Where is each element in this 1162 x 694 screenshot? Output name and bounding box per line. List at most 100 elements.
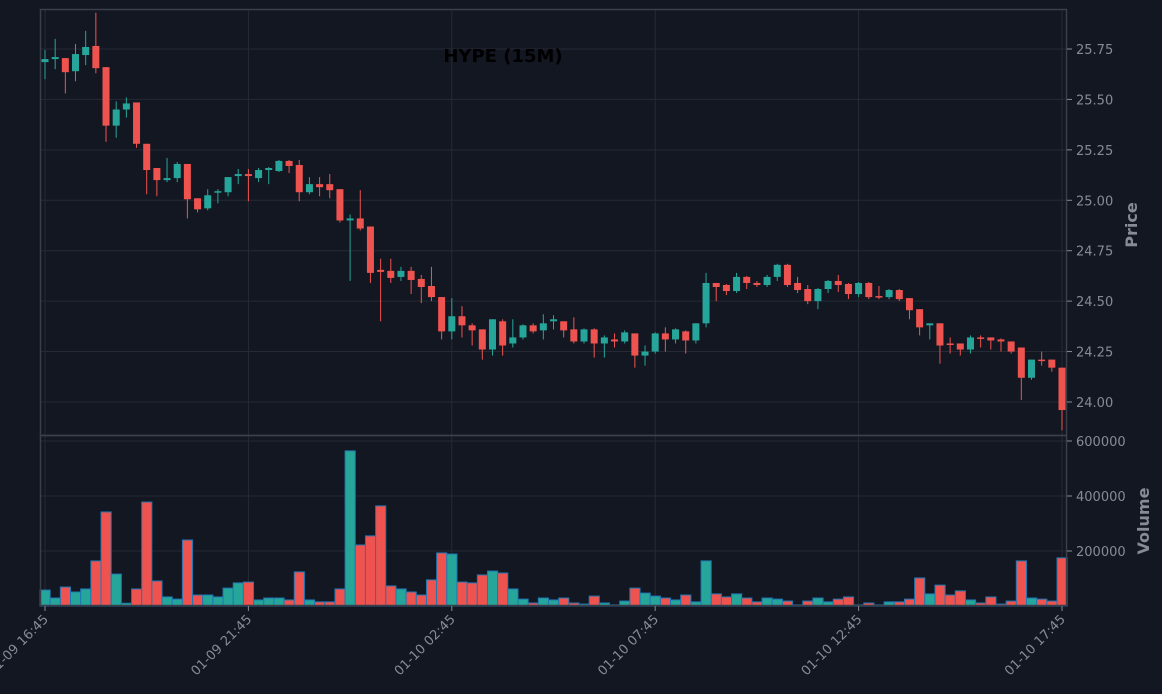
volume-bar xyxy=(710,593,722,607)
candle-body-up xyxy=(265,168,273,171)
volume-bar xyxy=(456,581,468,607)
price-tick-label: 24.00 xyxy=(1076,396,1113,411)
volume-bar xyxy=(151,580,163,607)
candle-body-down xyxy=(183,163,191,200)
volume-bar xyxy=(914,577,926,607)
candle-body-down xyxy=(417,278,425,288)
candle-body-up xyxy=(346,218,354,221)
candle-body-down xyxy=(336,189,344,221)
volume-bar xyxy=(39,589,51,607)
volume-pane-frame xyxy=(39,434,1068,607)
price-tick-label: 25.25 xyxy=(1076,144,1113,159)
candle-body-up xyxy=(509,337,517,344)
candle-body-down xyxy=(682,331,690,341)
candle-body-down xyxy=(987,337,995,341)
volume-bar xyxy=(934,584,946,607)
candle-body-down xyxy=(102,67,110,126)
candle-body-down xyxy=(956,343,964,350)
volume-bar xyxy=(507,588,519,607)
volume-bar xyxy=(70,591,82,607)
candle-body-up xyxy=(651,333,659,352)
volume-bar xyxy=(649,595,661,607)
candle-body-up xyxy=(82,46,90,56)
candle-body-down xyxy=(712,282,720,288)
volume-bar xyxy=(639,592,651,607)
candle-body-up xyxy=(214,191,222,193)
candle-body-down xyxy=(478,329,486,350)
candle-body-down xyxy=(794,282,802,291)
volume-bar xyxy=(985,596,997,607)
volume-bar xyxy=(192,594,204,607)
volume-tick-label: 600000 xyxy=(1076,435,1126,450)
volume-bar xyxy=(375,505,387,607)
candle-body-down xyxy=(61,58,69,73)
candle-body-down xyxy=(865,282,873,298)
candle-body-down xyxy=(407,270,415,280)
candle-body-down xyxy=(946,343,954,345)
candle-body-up xyxy=(275,160,283,172)
volume-bar xyxy=(1056,557,1068,607)
volume-bar xyxy=(1015,560,1027,607)
volume-bar xyxy=(405,591,417,607)
candle-body-down xyxy=(1038,359,1046,362)
candle-body-down xyxy=(194,198,202,210)
volume-bar xyxy=(80,588,92,607)
candle-body-down xyxy=(316,184,324,188)
volume-bar xyxy=(415,594,427,607)
candle-body-down xyxy=(153,168,161,181)
candle-body-down xyxy=(936,323,944,346)
chart-title: HYPE (15M) xyxy=(443,46,562,67)
candle-body-up xyxy=(763,276,771,285)
candle-body-up xyxy=(855,282,863,295)
candle-body-down xyxy=(722,284,730,292)
volume-bar xyxy=(466,582,478,607)
candle-body-down xyxy=(783,264,791,285)
candle-body-up xyxy=(692,323,700,341)
volume-bar xyxy=(924,593,936,607)
candle-body-down xyxy=(377,269,385,272)
candle-body-down xyxy=(875,296,883,298)
volume-bar xyxy=(110,573,122,607)
price-tick-label: 25.50 xyxy=(1076,93,1113,108)
candle-body-up xyxy=(255,170,263,179)
candle-body-up xyxy=(621,332,629,342)
volume-bar xyxy=(344,450,356,607)
volume-bar xyxy=(680,594,692,607)
volume-bar xyxy=(385,585,397,607)
candle-body-up xyxy=(966,337,974,350)
candle-body-down xyxy=(631,333,639,356)
candle-body-up xyxy=(550,319,557,322)
candle-body-up xyxy=(672,329,680,340)
candle-body-down xyxy=(387,270,395,278)
candle-body-down xyxy=(1017,347,1025,378)
candle-body-down xyxy=(529,325,537,332)
candle-body-down xyxy=(997,339,1005,342)
candle-body-up xyxy=(51,57,59,60)
candle-body-up xyxy=(305,184,313,193)
candle-body-up xyxy=(824,280,832,290)
candle-body-down xyxy=(844,283,852,295)
candle-body-down xyxy=(905,298,913,311)
volume-bar xyxy=(731,593,743,607)
candle-body-up xyxy=(926,323,934,326)
candle-body-down xyxy=(295,164,303,193)
volume-bar xyxy=(842,596,855,607)
price-axis-label: Price xyxy=(1122,202,1141,248)
volume-bar xyxy=(364,535,377,607)
candle-body-up xyxy=(580,329,588,342)
candle-body-up xyxy=(814,289,822,302)
volume-bar xyxy=(242,581,255,607)
candle-body-down xyxy=(753,282,761,285)
volume-bar xyxy=(59,586,72,607)
candle-body-down xyxy=(611,339,619,342)
candles xyxy=(41,12,1066,431)
volume-bar xyxy=(222,587,234,607)
price-tick-label: 25.75 xyxy=(1076,43,1113,58)
candle-body-down xyxy=(366,226,374,273)
candle-body-up xyxy=(539,323,547,331)
candle-body-up xyxy=(234,174,242,177)
volume-bar xyxy=(90,560,102,607)
volume-bar xyxy=(395,588,407,607)
candle-body-down xyxy=(468,325,476,331)
